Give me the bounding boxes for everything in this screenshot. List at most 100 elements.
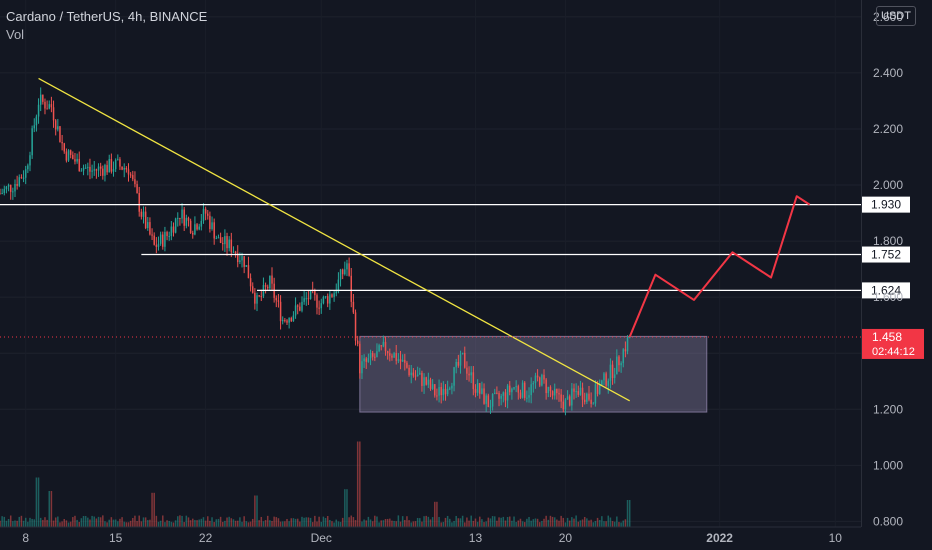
volume-bar bbox=[249, 521, 252, 527]
volume-bar bbox=[389, 518, 391, 527]
candle-body bbox=[416, 374, 419, 377]
volume-bar bbox=[166, 520, 168, 527]
candle-body bbox=[541, 374, 543, 386]
volume-bar bbox=[380, 520, 382, 527]
volume-bar bbox=[106, 522, 108, 527]
volume-bar bbox=[622, 520, 625, 527]
volume-bar bbox=[254, 495, 256, 527]
volume-bar bbox=[95, 518, 98, 527]
candle-body bbox=[335, 291, 338, 294]
candle-body bbox=[129, 174, 132, 176]
trendline bbox=[38, 77, 630, 402]
volume-bar bbox=[0, 520, 1, 527]
candle-body bbox=[476, 383, 479, 393]
volume-bar bbox=[397, 515, 400, 527]
volume-bar bbox=[262, 521, 265, 527]
volume-bar bbox=[538, 522, 541, 527]
volume-bar bbox=[395, 521, 397, 527]
volume-bar bbox=[352, 517, 355, 527]
candle-body bbox=[386, 351, 389, 354]
volume-bar bbox=[596, 517, 599, 527]
volume-bar bbox=[7, 518, 10, 527]
volume-bar bbox=[573, 518, 575, 527]
candle-body bbox=[151, 234, 153, 236]
volume-bar bbox=[376, 516, 378, 527]
time-axis: 8 15 22 Dec 13 20 2022 10 bbox=[0, 526, 861, 545]
volume-bars bbox=[0, 441, 631, 527]
candle-body bbox=[166, 232, 168, 237]
level-value: 1.624 bbox=[871, 283, 901, 297]
candle-body bbox=[80, 170, 83, 172]
candle-body bbox=[194, 224, 196, 235]
candle-body bbox=[69, 150, 72, 155]
volume-bar bbox=[296, 518, 299, 527]
volume-bar bbox=[326, 516, 329, 527]
candle-body bbox=[573, 388, 575, 392]
candle-body bbox=[117, 159, 119, 161]
volume-bar bbox=[91, 515, 93, 527]
candle-body bbox=[429, 379, 432, 389]
candle-body bbox=[504, 392, 507, 401]
candle-body bbox=[39, 94, 42, 105]
candle-body bbox=[221, 242, 224, 245]
volume-bar bbox=[532, 519, 535, 527]
volume-bar bbox=[374, 515, 376, 527]
candle-body bbox=[127, 169, 130, 175]
volume-bar bbox=[207, 516, 209, 527]
candle-body bbox=[530, 384, 532, 396]
volume-bar bbox=[431, 517, 434, 527]
x-tick-label: 2022 bbox=[706, 531, 733, 545]
candle-body bbox=[579, 387, 582, 395]
x-tick-label: 20 bbox=[559, 531, 573, 545]
candle-body bbox=[442, 388, 445, 396]
volume-bar bbox=[562, 517, 565, 527]
descending-trendline bbox=[38, 77, 630, 402]
candle-body bbox=[164, 232, 166, 247]
volume-bar bbox=[404, 519, 406, 527]
chart-title[interactable]: Cardano / TetherUS, 4h, BINANCE bbox=[6, 9, 208, 24]
volume-bar bbox=[57, 516, 59, 527]
candle-body bbox=[16, 184, 18, 186]
volume-bar bbox=[575, 515, 577, 527]
currency-button[interactable]: USDT bbox=[876, 6, 916, 26]
candle-body bbox=[605, 373, 607, 386]
volume-bar bbox=[67, 522, 70, 527]
candle-body bbox=[91, 170, 93, 172]
volume-bar bbox=[371, 521, 374, 527]
candle-body bbox=[198, 226, 200, 230]
candle-body bbox=[299, 306, 301, 311]
candle-body bbox=[566, 396, 569, 400]
candle-body bbox=[288, 318, 290, 323]
candle-body bbox=[46, 108, 48, 110]
candle-body bbox=[247, 265, 250, 279]
volume-bar bbox=[234, 520, 237, 527]
candle-body bbox=[177, 217, 179, 219]
candle-body bbox=[474, 389, 477, 393]
volume-bar bbox=[421, 521, 423, 527]
candle-body bbox=[363, 358, 365, 362]
candle-body bbox=[389, 353, 391, 356]
volume-bar bbox=[22, 520, 25, 527]
projection-path bbox=[628, 195, 811, 338]
volume-bar bbox=[185, 515, 188, 527]
chart-grid bbox=[0, 16, 861, 522]
volume-bar bbox=[479, 516, 481, 527]
candle-body bbox=[348, 263, 350, 276]
volume-bar bbox=[42, 519, 44, 527]
volume-bar bbox=[33, 519, 36, 527]
candle-body bbox=[367, 358, 370, 362]
candle-body bbox=[513, 387, 515, 389]
volume-bar bbox=[284, 521, 286, 527]
volume-indicator-label[interactable]: Vol bbox=[6, 27, 25, 42]
volume-bar bbox=[341, 517, 344, 527]
volume-bar bbox=[80, 518, 83, 527]
candle-body bbox=[12, 191, 14, 193]
candle-body bbox=[254, 292, 256, 304]
volume-bar bbox=[391, 520, 393, 527]
volume-bar bbox=[164, 522, 166, 527]
volume-bar bbox=[241, 521, 243, 527]
candle-body bbox=[179, 217, 181, 219]
y-tick-label: 1.200 bbox=[873, 402, 903, 416]
volume-bar bbox=[99, 517, 102, 527]
